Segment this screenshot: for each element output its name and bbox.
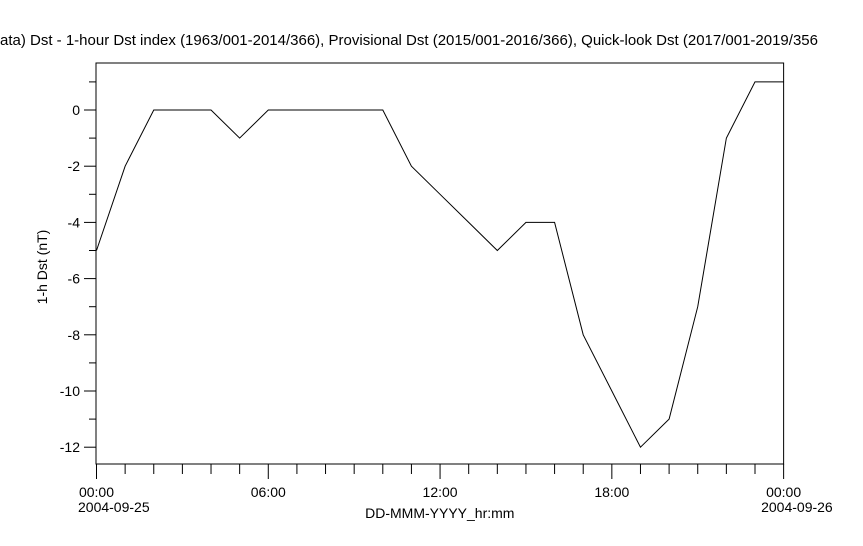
x-tick-label: 00:00 (766, 484, 801, 500)
plot-frame (95, 62, 785, 465)
dst-line (96, 81, 784, 449)
y-tick-label: -8 (68, 327, 81, 343)
y-tick-label: -2 (68, 158, 81, 174)
x-tick-label: 00:00 (79, 484, 114, 500)
y-tick-label: -6 (68, 271, 81, 287)
x-tick-label: 18:00 (594, 484, 629, 500)
y-tick-label: -12 (60, 439, 80, 455)
y-tick-label: -4 (68, 214, 81, 230)
y-tick-label: 0 (72, 102, 80, 118)
y-tick-label: -10 (60, 383, 80, 399)
x-start-date-label: 2004-09-25 (78, 499, 150, 515)
x-tick-label: 12:00 (423, 484, 458, 500)
y-axis-label: 1-h Dst (nT) (34, 230, 50, 305)
x-axis-label: DD-MMM-YYYY_hr:mm (365, 505, 514, 521)
x-tick-label: 06:00 (251, 484, 286, 500)
x-end-date-label: 2004-09-26 (761, 499, 833, 515)
plot-title: ata) Dst - 1-hour Dst index (1963/001-20… (0, 32, 818, 49)
